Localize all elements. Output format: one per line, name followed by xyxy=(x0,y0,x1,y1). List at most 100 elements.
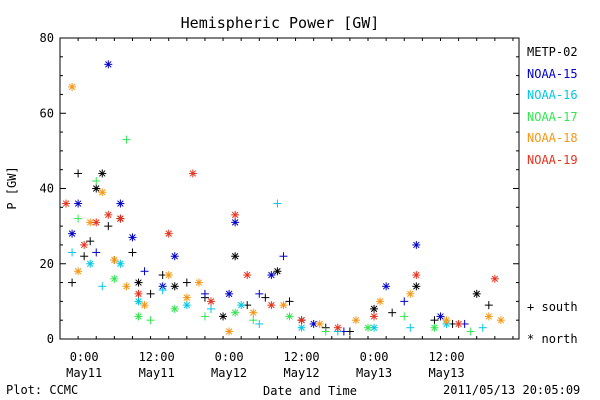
metp-02-south-point xyxy=(285,297,294,306)
noaa-19-north-point xyxy=(370,312,379,321)
noaa-18-north-point xyxy=(442,316,451,325)
noaa-15-south-point xyxy=(400,297,409,306)
legend-entry-noaa-18: NOAA-18 xyxy=(527,131,578,146)
metp-02-north-point xyxy=(219,312,228,321)
noaa-18-north-point xyxy=(74,267,83,276)
legend-south-marker: + xyxy=(527,300,535,314)
noaa-15-north-point xyxy=(128,233,137,242)
noaa-19-north-point xyxy=(62,199,71,208)
noaa-19-north-point xyxy=(231,210,240,219)
noaa-18-north-point xyxy=(496,316,505,325)
noaa-17-south-point xyxy=(74,214,83,223)
y-axis: 0 20 40 60 80 xyxy=(40,31,519,346)
noaa-18-north-point xyxy=(376,297,385,306)
noaa-16-south-point xyxy=(206,304,215,313)
noaa-19-north-point xyxy=(134,289,143,298)
noaa-15-north-point xyxy=(231,218,240,227)
noaa-19-north-point xyxy=(333,323,342,332)
noaa-18-north-point xyxy=(249,308,258,317)
legend-entry-noaa-16: NOAA-16 xyxy=(527,88,578,103)
metp-02-south-point xyxy=(146,289,155,298)
noaa-17-south-point xyxy=(200,312,209,321)
noaa-16-south-point xyxy=(68,248,77,257)
noaa-18-north-point xyxy=(351,316,360,325)
noaa-17-south-point xyxy=(122,135,131,144)
noaa-18-north-point xyxy=(164,271,173,280)
legend-entry-noaa-15: NOAA-15 xyxy=(527,66,578,81)
legend-north-label: north xyxy=(541,332,578,346)
noaa-19-north-point xyxy=(243,271,252,280)
metp-02-north-point xyxy=(472,289,481,298)
legend-south-label: south xyxy=(541,300,578,314)
noaa-15-north-point xyxy=(382,282,391,291)
noaa-18-north-point xyxy=(68,82,77,91)
metp-02-south-point xyxy=(80,252,89,261)
noaa-19-north-point xyxy=(267,301,276,310)
noaa-16-north-point xyxy=(86,259,95,268)
noaa-19-north-point xyxy=(490,274,499,283)
noaa-17-north-point xyxy=(430,323,439,332)
noaa-15-south-point xyxy=(200,289,209,298)
noaa-15-south-point xyxy=(140,267,149,276)
plot-timestamp: 2011/05/13 20:05:09 xyxy=(443,383,581,397)
noaa-19-north-point xyxy=(188,169,197,178)
x-tick-date: May12 xyxy=(211,366,247,380)
metp-02-south-point xyxy=(182,278,191,287)
legend-north: * north xyxy=(527,332,578,346)
plot-frame xyxy=(59,37,520,340)
noaa-16-south-point xyxy=(98,282,107,291)
metp-02-north-point xyxy=(92,184,101,193)
metp-02-south-point xyxy=(86,237,95,246)
noaa-17-north-point xyxy=(170,304,179,313)
noaa-15-north-point xyxy=(116,199,125,208)
legend-entry-noaa-19: NOAA-19 xyxy=(527,152,578,167)
y-tick-label: 60 xyxy=(40,106,54,120)
noaa-19-north-point xyxy=(80,240,89,249)
noaa-19-north-point xyxy=(206,297,215,306)
noaa-19-north-point xyxy=(92,218,101,227)
legend-north-marker: * xyxy=(527,332,535,346)
x-tick-time: 12:00 xyxy=(139,350,175,364)
noaa-17-south-point xyxy=(400,312,409,321)
noaa-15-south-point xyxy=(279,252,288,261)
metp-02-north-point xyxy=(98,169,107,178)
metp-02-north-point xyxy=(370,304,379,313)
metp-02-south-point xyxy=(388,308,397,317)
noaa-18-north-point xyxy=(194,278,203,287)
y-tick-label: 0 xyxy=(47,332,54,346)
noaa-17-south-point xyxy=(466,327,475,336)
x-tick-time: 12:00 xyxy=(428,350,464,364)
y-axis-label: P [GW] xyxy=(5,166,19,209)
noaa-17-south-point xyxy=(146,316,155,325)
noaa-16-north-point xyxy=(116,259,125,268)
noaa-15-north-point xyxy=(170,252,179,261)
metp-02-south-point xyxy=(430,316,439,325)
noaa-19-north-point xyxy=(297,316,306,325)
metp-02-north-point xyxy=(134,278,143,287)
noaa-15-south-point xyxy=(92,248,101,257)
metp-02-south-point xyxy=(68,278,77,287)
x-tick-date: May11 xyxy=(139,366,175,380)
noaa-17-south-point xyxy=(249,316,258,325)
plot-credit: Plot: CCMC xyxy=(6,383,79,397)
noaa-18-north-point xyxy=(484,312,493,321)
x-tick-date: May13 xyxy=(356,366,392,380)
noaa-17-north-point xyxy=(231,308,240,317)
y-tick-label: 80 xyxy=(40,31,54,45)
noaa-18-north-point xyxy=(110,255,119,264)
x-axis: 0:00 May11 12:00 May11 0:00 May12 12:00 May12 0:… xyxy=(59,38,514,380)
noaa-16-south-point xyxy=(255,319,264,328)
series-legend: METP-02 NOAA-15 NOAA-16 NOAA-17 NOAA-18 NOAA-… xyxy=(527,42,578,172)
metp-02-south-point xyxy=(484,301,493,310)
noaa-16-north-point xyxy=(297,323,306,332)
legend-south: + south xyxy=(527,300,578,314)
x-tick-time: 0:00 xyxy=(70,350,99,364)
metp-02-south-point xyxy=(104,222,113,231)
noaa-17-south-point xyxy=(92,176,101,185)
noaa-15-north-point xyxy=(104,60,113,69)
noaa-17-south-point xyxy=(321,327,330,336)
noaa-15-north-point xyxy=(267,271,276,280)
noaa-18-north-point xyxy=(406,289,415,298)
noaa-15-north-point xyxy=(74,199,83,208)
